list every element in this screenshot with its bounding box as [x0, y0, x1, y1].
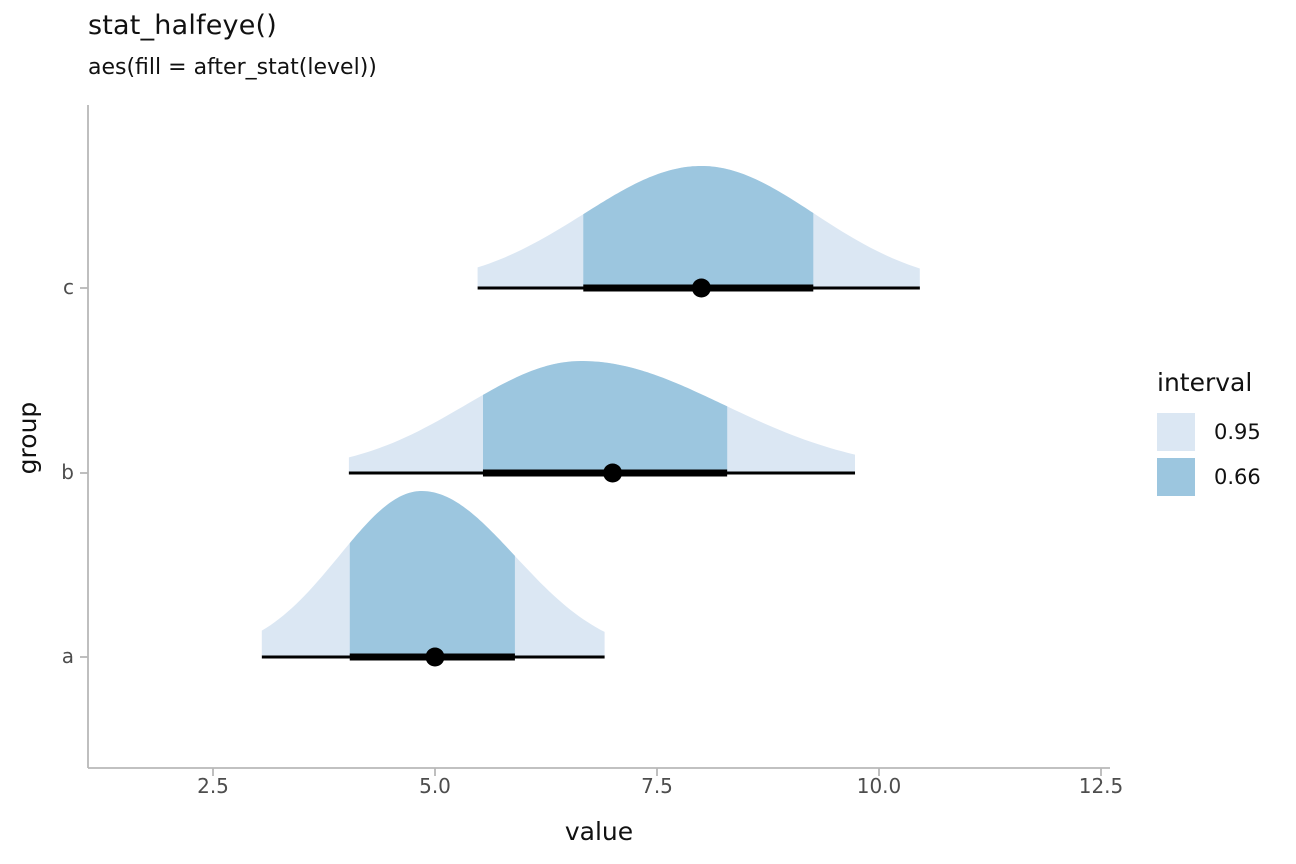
legend-key-swatch	[1157, 413, 1195, 451]
x-tick-label: 12.5	[1078, 774, 1124, 798]
legend-item-0.66: 0.66	[1157, 458, 1261, 496]
legend-item-0.95: 0.95	[1157, 413, 1261, 451]
x-tick-label: 10.0	[856, 774, 902, 798]
density-slab-66-a	[349, 491, 515, 656]
x-tick-label: 2.5	[197, 774, 229, 798]
x-axis-title: value	[564, 817, 634, 846]
legend-label: 0.66	[1214, 465, 1261, 489]
density-slab-66-c	[583, 166, 814, 287]
legend-label: 0.95	[1214, 420, 1261, 444]
y-tick-label-c: c	[63, 275, 74, 299]
median-point-c	[691, 278, 711, 298]
median-point-a	[425, 647, 445, 667]
y-axis-title: group	[13, 401, 42, 475]
density-slab-66-b	[483, 361, 728, 472]
legend-title: interval	[1157, 368, 1253, 397]
legend-key-swatch	[1157, 458, 1195, 496]
y-tick-label-a: a	[61, 644, 74, 668]
x-tick-label: 5.0	[419, 774, 451, 798]
legend-items: 0.95 0.66	[1157, 413, 1261, 496]
plot-subtitle: aes(fill = after_stat(level))	[88, 55, 377, 80]
legend: interval 0.95 0.66	[1157, 368, 1261, 503]
median-point-b	[603, 463, 623, 483]
x-tick-label: 7.5	[641, 774, 673, 798]
plot-title: stat_halfeye()	[88, 10, 278, 41]
y-tick-label-b: b	[61, 460, 74, 484]
